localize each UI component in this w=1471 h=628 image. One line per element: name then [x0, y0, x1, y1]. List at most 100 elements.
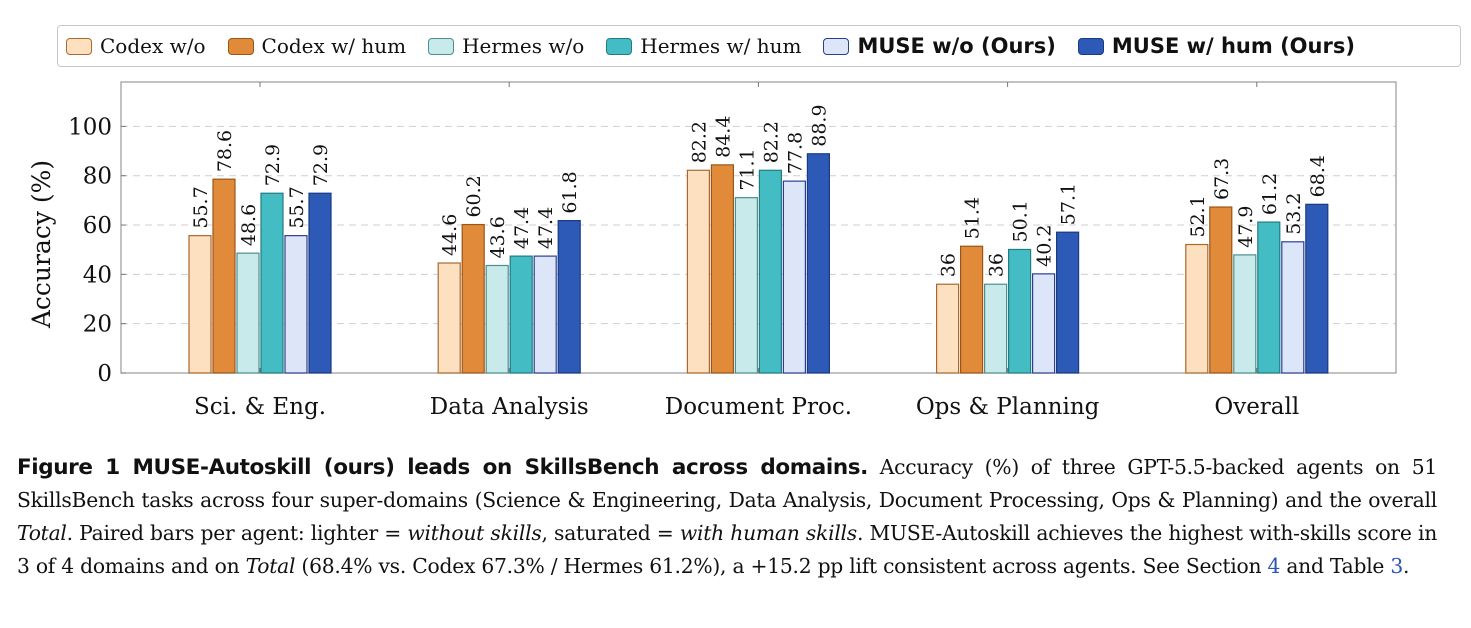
bar: [308, 192, 332, 374]
data-label: 47.4: [535, 207, 557, 249]
legend-item: Codex w/o: [66, 34, 206, 58]
data-label: 82.2: [760, 121, 782, 163]
legend-item: Codex w/ hum: [227, 34, 407, 58]
bar: [758, 169, 783, 374]
data-label: 72.9: [262, 144, 284, 186]
data-label: 84.4: [712, 116, 734, 158]
bar: [935, 283, 960, 374]
legend-label: MUSE w/o (Ours): [857, 34, 1056, 58]
table-link[interactable]: 3: [1390, 554, 1404, 578]
x-tick-label: Sci. & Eng.: [194, 394, 326, 420]
bar: [236, 252, 260, 374]
bar: [983, 283, 1008, 374]
caption-text-5: (68.4% vs. Codex 67.3% / Hermes 61.2%), …: [295, 554, 1268, 578]
y-tick-label: 20: [83, 312, 112, 338]
data-label: 36: [938, 253, 960, 277]
bar: [806, 153, 831, 374]
x-tick-label: Overall: [1214, 394, 1299, 420]
grid-lines: [121, 125, 1396, 325]
legend-swatch: [227, 37, 254, 55]
caption-text-6: and Table: [1280, 554, 1391, 578]
data-label: 55.7: [286, 186, 308, 228]
bar-chart: 55.778.648.672.955.772.944.660.243.6 47.4…: [27, 81, 1397, 420]
y-tick-label: 0: [97, 361, 112, 387]
data-label: 50.1: [1010, 200, 1032, 242]
data-label: 52.1: [1187, 195, 1209, 237]
y-tick-label: 60: [83, 213, 112, 239]
data-label: 53.2: [1283, 192, 1305, 234]
bar: [1055, 231, 1080, 374]
legend-swatch: [823, 37, 850, 55]
x-tick-label: Document Proc.: [665, 394, 852, 420]
caption-text-2: . Paired bars per agent: lighter =: [66, 521, 408, 545]
data-label: 68.4: [1307, 155, 1329, 197]
legend-swatch: [428, 37, 455, 55]
data-label: 78.6: [214, 130, 236, 172]
bar: [437, 262, 461, 374]
legend-label: MUSE w/ hum (Ours): [1111, 34, 1355, 58]
bar: [533, 255, 557, 374]
data-label: 47.9: [1235, 206, 1257, 248]
legend-item: MUSE w/ hum (Ours): [1077, 34, 1355, 58]
data-label: 61.8: [559, 171, 581, 213]
bar: [686, 169, 711, 374]
section-link[interactable]: 4: [1267, 554, 1281, 578]
legend-swatch: [1077, 37, 1104, 55]
legend-label: Hermes w/ hum: [640, 34, 802, 58]
data-label: 60.2: [463, 175, 485, 217]
data-label: 82.2: [688, 121, 710, 163]
legend-item: Hermes w/o: [428, 34, 584, 58]
bar: [710, 164, 735, 374]
axes: 0 20 40 60 80 100 Sci. & Eng. Data Analysis Docu…: [68, 82, 1299, 420]
bar: [1007, 248, 1032, 374]
caption-with-human: with human skills: [679, 521, 857, 545]
data-label: 55.7: [190, 186, 212, 228]
data-label: 61.2: [1259, 173, 1281, 215]
bar: [212, 178, 236, 374]
bars: [188, 153, 1329, 374]
data-label: 77.8: [784, 132, 806, 174]
data-label: 88.9: [808, 104, 830, 146]
caption-text-7: .: [1403, 554, 1410, 578]
bar: [782, 180, 807, 374]
caption-without: without skills: [407, 521, 542, 545]
data-label: 48.6: [238, 204, 260, 246]
legend-item: Hermes w/ hum: [606, 34, 801, 58]
bar: [485, 264, 509, 374]
data-labels: 55.778.648.672.955.772.944.660.243.6 47.4…: [190, 104, 1329, 277]
bar: [959, 245, 984, 374]
bar: [1031, 273, 1056, 374]
legend-swatch: [66, 37, 92, 55]
data-label: 72.9: [310, 144, 332, 186]
bar: [1185, 243, 1209, 374]
data-label: 57.1: [1058, 183, 1080, 225]
bar: [260, 192, 284, 374]
bar: [284, 235, 308, 374]
data-label: 43.6: [487, 216, 509, 258]
legend-item: MUSE w/o (Ours): [823, 34, 1056, 58]
bar: [461, 223, 485, 374]
bar: [188, 235, 212, 374]
y-tick-label: 40: [83, 262, 112, 288]
bar: [557, 219, 581, 374]
data-label: 40.2: [1034, 225, 1056, 267]
bar: [1257, 221, 1281, 374]
data-label: 67.3: [1211, 158, 1233, 200]
data-label: 51.4: [962, 197, 984, 239]
bar: [1233, 254, 1257, 374]
bar: [1209, 206, 1233, 374]
legend: Codex w/o Codex w/ hum Hermes w/o Hermes w/…: [57, 25, 1461, 67]
caption-text-3: , saturated =: [541, 521, 680, 545]
legend-swatch: [606, 37, 633, 55]
caption-title: Figure 1 MUSE-Autoskill (ours) leads on …: [17, 455, 868, 480]
bar: [734, 197, 759, 374]
caption-total-1: Total: [17, 521, 67, 545]
figure-caption: Figure 1 MUSE-Autoskill (ours) leads on …: [17, 451, 1437, 583]
bar: [509, 255, 533, 374]
legend-label: Codex w/ hum: [261, 34, 407, 58]
x-tick-label: Data Analysis: [430, 394, 589, 420]
data-label: 36: [986, 253, 1008, 277]
legend-label: Hermes w/o: [462, 34, 585, 58]
data-label: 47.4: [511, 207, 533, 249]
y-tick-label: 80: [83, 164, 112, 190]
